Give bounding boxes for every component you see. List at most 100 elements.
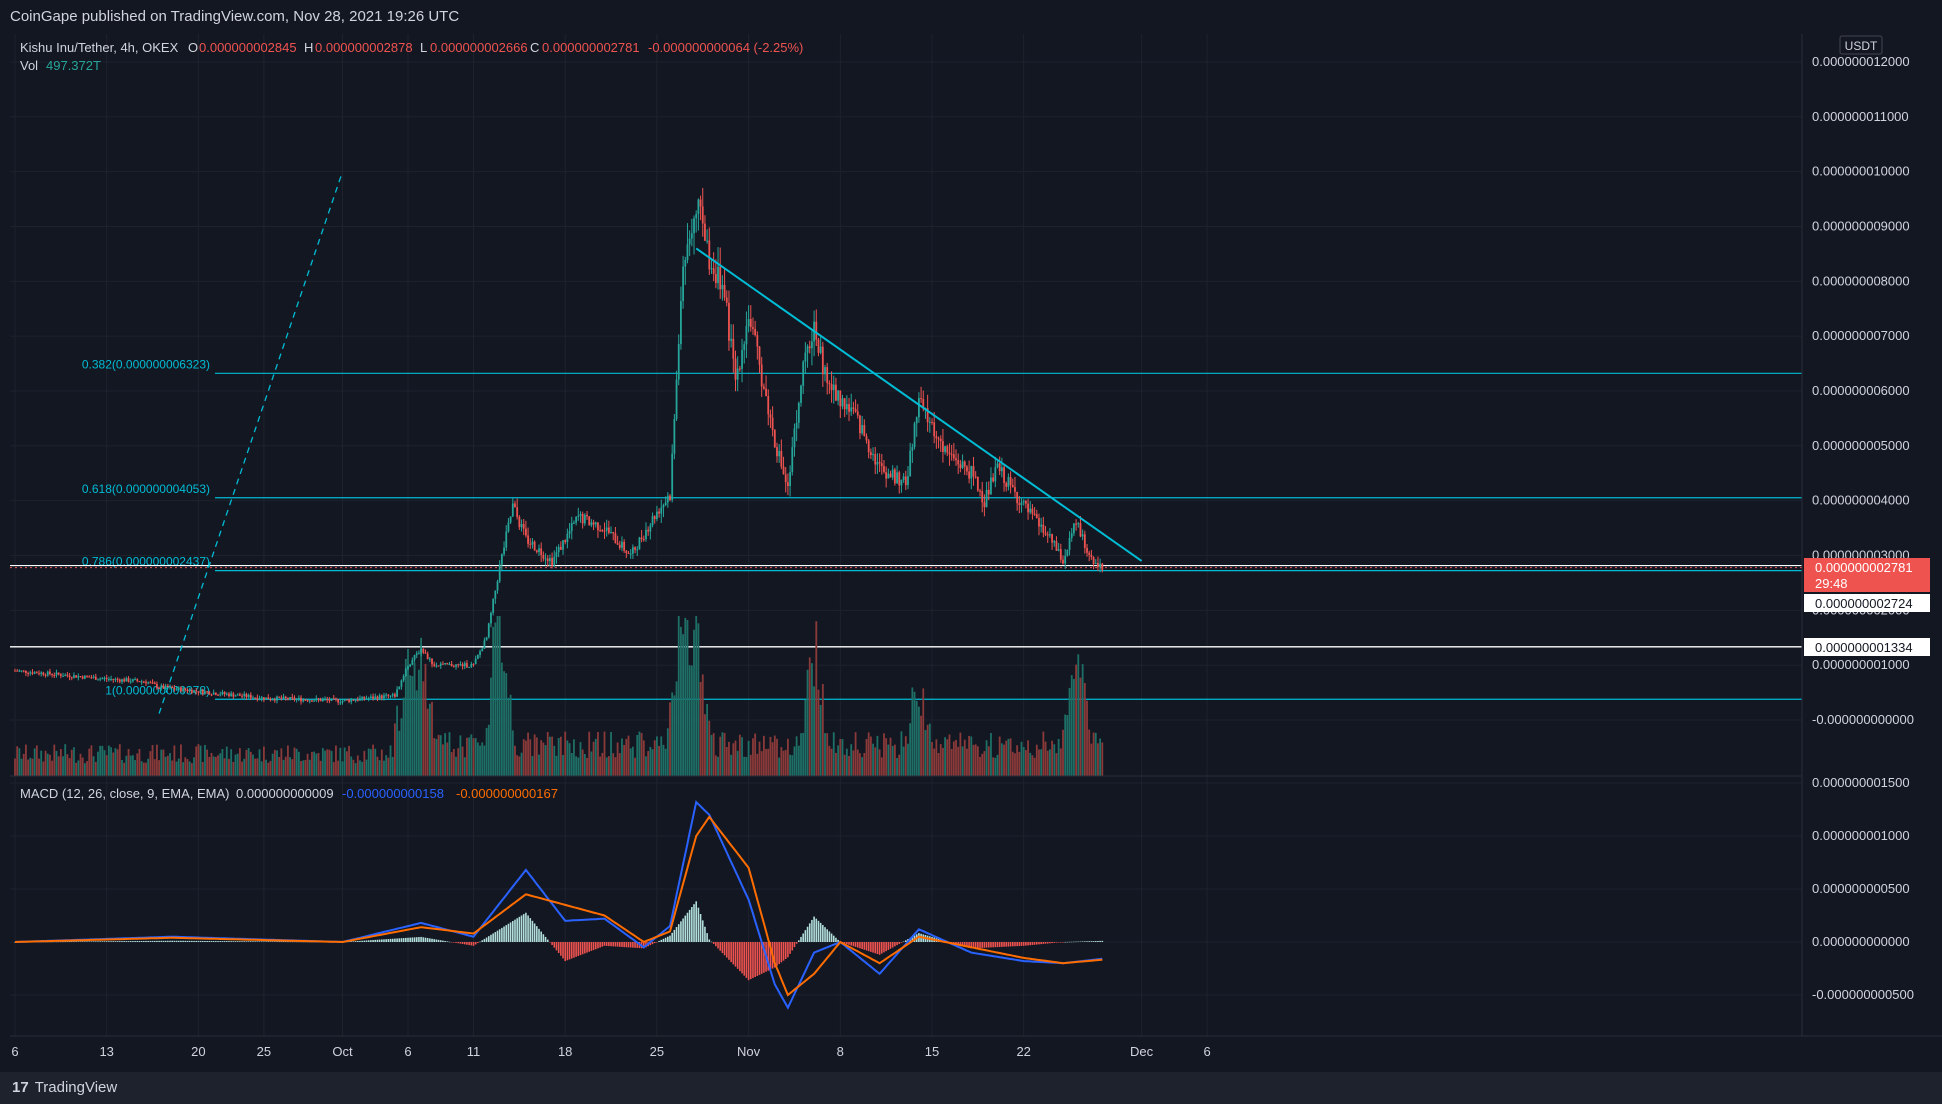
macd-histogram-bar	[963, 942, 966, 947]
volume-bar	[893, 744, 896, 776]
candle-body	[1005, 482, 1008, 487]
macd-histogram-bar	[114, 941, 117, 942]
macd-histogram-bar	[870, 942, 872, 952]
dashed-trend-line[interactable]	[158, 171, 344, 714]
volume-bar	[407, 649, 409, 776]
macd-histogram-bar	[293, 941, 296, 943]
volume-bar	[324, 750, 326, 776]
horizontal-price-lines[interactable]	[10, 564, 1802, 648]
candle-body	[14, 670, 16, 672]
volume-bar	[797, 745, 800, 776]
candle-body	[821, 346, 824, 375]
volume-bar	[1027, 740, 1029, 776]
volume-bar	[706, 704, 709, 776]
macd-axis[interactable]: 0.0000000015000.0000000010000.0000000005…	[1812, 775, 1914, 1002]
macd-histogram-bar	[278, 941, 280, 943]
candle-body	[966, 466, 968, 472]
candle-body	[738, 368, 741, 370]
price-axis[interactable]: 0.0000000120000.0000000110000.0000000100…	[1812, 54, 1914, 727]
price-tick-label: 0.000000010000	[1812, 164, 1910, 179]
volume-bar	[994, 757, 997, 776]
volume-bar	[769, 736, 772, 776]
candle-body	[1077, 523, 1080, 525]
macd-histogram-bar	[865, 942, 868, 951]
candle-body	[808, 346, 811, 349]
time-axis[interactable]: 6 13 20 25 Oct 6 11 18 25 Nov 8 15 22 Dec 6	[11, 1044, 1210, 1059]
candle-body	[97, 679, 99, 681]
candle-body	[1099, 563, 1102, 568]
volume-bar	[306, 753, 309, 776]
macd-histogram-bar	[204, 940, 206, 942]
candle-body	[112, 678, 115, 680]
macd-histogram-bar	[1088, 941, 1090, 942]
candle-body	[634, 547, 636, 550]
volume-bar	[142, 762, 145, 776]
macd-title[interactable]: MACD (12, 26, close, 9, EMA, EMA)	[20, 786, 230, 801]
candle-body	[680, 301, 682, 345]
macd-histogram-bar	[533, 923, 536, 942]
candle-body	[601, 530, 604, 532]
volume-bar	[898, 754, 901, 776]
macd-histogram-bar	[221, 941, 224, 942]
candle-body	[83, 675, 86, 679]
candle-body	[208, 691, 211, 695]
volume-bar	[90, 745, 93, 776]
volume-bar	[1024, 750, 1027, 776]
macd-histogram-bar	[562, 942, 564, 959]
macd-histogram-bar	[501, 927, 503, 942]
volume-bar	[300, 760, 302, 776]
candle-body	[369, 696, 372, 699]
candle-body	[260, 697, 263, 699]
macd-histogram-bar	[553, 942, 556, 948]
candle-body	[662, 505, 665, 508]
volume-bar	[204, 744, 206, 776]
candle-body	[605, 527, 608, 531]
volume-bar	[752, 738, 754, 776]
macd-histogram-bar	[389, 938, 392, 942]
price-marker-1-value: 0.000000002724	[1815, 596, 1913, 611]
candle-body	[254, 697, 257, 699]
volume-bar	[675, 681, 678, 776]
macd-histogram-bar	[623, 942, 625, 948]
volume-bar	[570, 752, 573, 776]
macd-line-value: -0.000000000158	[342, 786, 444, 801]
volume-bar	[963, 739, 966, 776]
volume-bar	[695, 616, 698, 776]
volume-bar	[439, 735, 442, 776]
candle-body	[387, 694, 390, 696]
macd-histogram-bar	[856, 942, 859, 948]
macd-histogram-bar	[415, 937, 418, 942]
candle-body	[697, 199, 700, 214]
volume-bar	[498, 616, 501, 776]
macd-histogram-bar	[1018, 942, 1021, 947]
volume-bar	[114, 748, 117, 776]
candle-body	[520, 523, 523, 528]
volume-bar	[533, 734, 536, 776]
macd-histogram-bar	[634, 942, 636, 948]
volume-bar	[40, 750, 43, 776]
tradingview-logo-icon: 17	[12, 1079, 29, 1096]
macd-histogram-bar	[372, 940, 374, 942]
symbol-title[interactable]: Kishu Inu/Tether, 4h, OKEX	[20, 40, 179, 55]
candle-body	[273, 699, 276, 701]
volume-bar	[728, 741, 730, 776]
macd-histogram-bar	[405, 937, 407, 942]
time-tick-label: 11	[467, 1044, 481, 1059]
volume-bar	[942, 747, 944, 776]
candle-body	[1090, 554, 1093, 558]
descending-trendline[interactable]	[695, 247, 1143, 562]
candle-body	[832, 384, 835, 391]
macd-histogram-bar	[835, 937, 837, 942]
macd-histogram-bar	[509, 922, 512, 942]
volume-bar	[315, 753, 318, 776]
macd-histogram-bar	[269, 941, 272, 942]
volume-bar	[169, 753, 171, 776]
time-tick-label: 6	[1203, 1044, 1210, 1059]
candle-body	[714, 273, 717, 284]
volume-bar	[293, 747, 296, 776]
volume-bar	[603, 731, 606, 776]
candle-body	[234, 695, 237, 697]
macd-histogram-bar	[77, 941, 80, 942]
fibonacci-levels[interactable]: 0.382(0.000000006323)0.618(0.00000000405…	[82, 357, 1802, 700]
